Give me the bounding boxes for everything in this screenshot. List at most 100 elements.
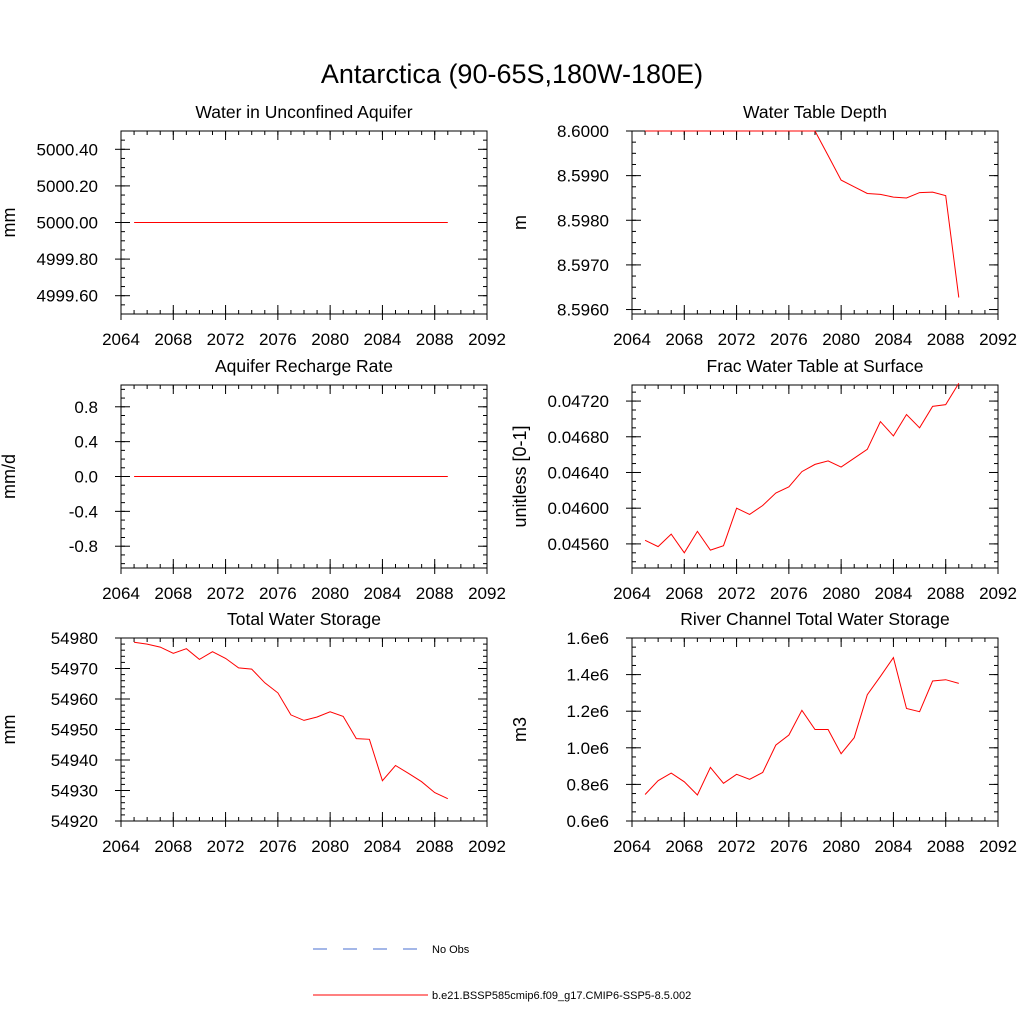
x-tick-label: 2068 bbox=[665, 330, 703, 349]
y-tick-label: 8.5970 bbox=[557, 256, 609, 275]
panels-group: Water in Unconfined Aquifer mm 2064 2068 207… bbox=[0, 102, 1017, 856]
x-tick-label: 2072 bbox=[718, 584, 756, 603]
x-tick-label: 2088 bbox=[927, 837, 965, 856]
x-tick-label: 2080 bbox=[311, 330, 349, 349]
x-tick-label: 2080 bbox=[822, 584, 860, 603]
legend-label-no-obs: No Obs bbox=[432, 944, 470, 956]
x-tick-label: 2068 bbox=[154, 330, 192, 349]
legend: No Obs b.e21.BSSP585cmip6.f09_g17.CMIP6-… bbox=[313, 944, 691, 1002]
x-tick-label: 2080 bbox=[311, 837, 349, 856]
x-tick-label: 2092 bbox=[468, 330, 506, 349]
y-tick-label: 5000.20 bbox=[37, 177, 98, 196]
x-tick-label: 2084 bbox=[875, 330, 913, 349]
panel-title: River Channel Total Water Storage bbox=[680, 609, 949, 629]
y-tick-label: 1.4e6 bbox=[566, 666, 609, 685]
y-tick-label: 0.4 bbox=[74, 433, 98, 452]
y-tick-label: 54980 bbox=[51, 629, 98, 648]
x-tick-label: 2072 bbox=[718, 837, 756, 856]
x-tick-label: 2092 bbox=[979, 837, 1017, 856]
y-tick-label: 0.6e6 bbox=[566, 812, 609, 831]
series-line bbox=[644, 656, 959, 796]
chart-panel: Water in Unconfined Aquifer mm 2064 2068 207… bbox=[0, 102, 506, 349]
y-tick-label: 8.5980 bbox=[557, 211, 609, 230]
y-axis-label: mm bbox=[0, 208, 19, 238]
x-tick-label: 2088 bbox=[927, 584, 965, 603]
y-axis-label: mm/d bbox=[0, 454, 19, 499]
y-tick-label: 4999.60 bbox=[37, 287, 98, 306]
y-tick-label: -0.8 bbox=[69, 537, 98, 556]
x-tick-label: 2084 bbox=[875, 837, 913, 856]
x-tick-label: 2088 bbox=[416, 330, 454, 349]
x-tick-label: 2084 bbox=[364, 837, 402, 856]
plot-frame bbox=[120, 637, 488, 822]
x-tick-label: 2064 bbox=[613, 837, 651, 856]
x-tick-label: 2076 bbox=[259, 584, 297, 603]
x-tick-label: 2076 bbox=[770, 837, 808, 856]
x-tick-label: 2076 bbox=[259, 837, 297, 856]
y-tick-label: 0.0 bbox=[74, 468, 98, 487]
panel-title: Water Table Depth bbox=[743, 102, 887, 122]
chart-panel: Frac Water Table at Surface unitless [0-1… bbox=[510, 356, 1017, 603]
chart-panel: Water Table Depth m 2064 2068 2072 2076 2080 20… bbox=[510, 102, 1017, 349]
series-line bbox=[645, 130, 960, 298]
y-tick-label: 0.04680 bbox=[548, 428, 609, 447]
x-tick-label: 2076 bbox=[259, 330, 297, 349]
y-tick-label: 0.04720 bbox=[548, 392, 609, 411]
x-tick-label: 2084 bbox=[364, 330, 402, 349]
x-tick-label: 2092 bbox=[979, 330, 1017, 349]
y-tick-label: 0.04560 bbox=[548, 535, 609, 554]
x-tick-label: 2084 bbox=[364, 584, 402, 603]
x-tick-label: 2072 bbox=[718, 330, 756, 349]
y-tick-label: 54960 bbox=[51, 690, 98, 709]
x-tick-label: 2088 bbox=[416, 584, 454, 603]
x-tick-label: 2072 bbox=[207, 837, 245, 856]
x-tick-label: 2080 bbox=[822, 837, 860, 856]
x-tick-label: 2068 bbox=[665, 584, 703, 603]
y-tick-label: 54950 bbox=[51, 721, 98, 740]
y-tick-label: 54970 bbox=[51, 660, 98, 679]
x-tick-label: 2092 bbox=[468, 837, 506, 856]
x-tick-label: 2064 bbox=[613, 584, 651, 603]
chart-panel: Aquifer Recharge Rate mm/d 2064 2068 2072 207… bbox=[0, 356, 506, 603]
plot-frame bbox=[631, 130, 999, 315]
y-tick-label: 8.6000 bbox=[557, 122, 609, 141]
y-axis-label: unitless [0-1] bbox=[510, 425, 530, 527]
x-tick-label: 2084 bbox=[875, 584, 913, 603]
chart-panel: Total Water Storage mm 2064 2068 2072 2076 208… bbox=[0, 609, 506, 856]
x-tick-label: 2092 bbox=[468, 584, 506, 603]
y-tick-label: 0.8e6 bbox=[566, 775, 609, 794]
x-tick-label: 2076 bbox=[770, 330, 808, 349]
x-tick-label: 2080 bbox=[822, 330, 860, 349]
y-tick-label: 5000.00 bbox=[37, 214, 98, 233]
series-line bbox=[134, 641, 449, 800]
y-tick-label: -0.4 bbox=[69, 502, 98, 521]
y-tick-label: 54920 bbox=[51, 812, 98, 831]
x-tick-label: 2064 bbox=[102, 584, 140, 603]
x-tick-label: 2072 bbox=[207, 584, 245, 603]
y-tick-label: 54930 bbox=[51, 782, 98, 801]
y-tick-label: 0.04600 bbox=[548, 499, 609, 518]
x-tick-label: 2068 bbox=[154, 837, 192, 856]
y-tick-label: 0.8 bbox=[74, 398, 98, 417]
y-axis-label: m bbox=[510, 215, 530, 230]
panel-title: Aquifer Recharge Rate bbox=[215, 356, 393, 376]
plot-frame bbox=[631, 384, 999, 569]
chart-panel: River Channel Total Water Storage m3 2064 2… bbox=[510, 609, 1017, 856]
figure-title: Antarctica (90-65S,180W-180E) bbox=[321, 59, 703, 89]
y-axis-label: mm bbox=[0, 715, 19, 745]
x-tick-label: 2072 bbox=[207, 330, 245, 349]
x-tick-label: 2092 bbox=[979, 584, 1017, 603]
y-tick-label: 4999.80 bbox=[37, 250, 98, 269]
panel-title: Frac Water Table at Surface bbox=[707, 356, 924, 376]
x-tick-label: 2064 bbox=[102, 837, 140, 856]
y-tick-label: 1.0e6 bbox=[566, 739, 609, 758]
y-tick-label: 8.5990 bbox=[557, 167, 609, 186]
legend-label-model: b.e21.BSSP585cmip6.f09_g17.CMIP6-SSP5-8.… bbox=[432, 990, 691, 1002]
x-tick-label: 2076 bbox=[770, 584, 808, 603]
y-tick-label: 5000.40 bbox=[37, 140, 98, 159]
x-tick-label: 2068 bbox=[665, 837, 703, 856]
x-tick-label: 2064 bbox=[102, 330, 140, 349]
y-tick-label: 54940 bbox=[51, 751, 98, 770]
x-tick-label: 2080 bbox=[311, 584, 349, 603]
